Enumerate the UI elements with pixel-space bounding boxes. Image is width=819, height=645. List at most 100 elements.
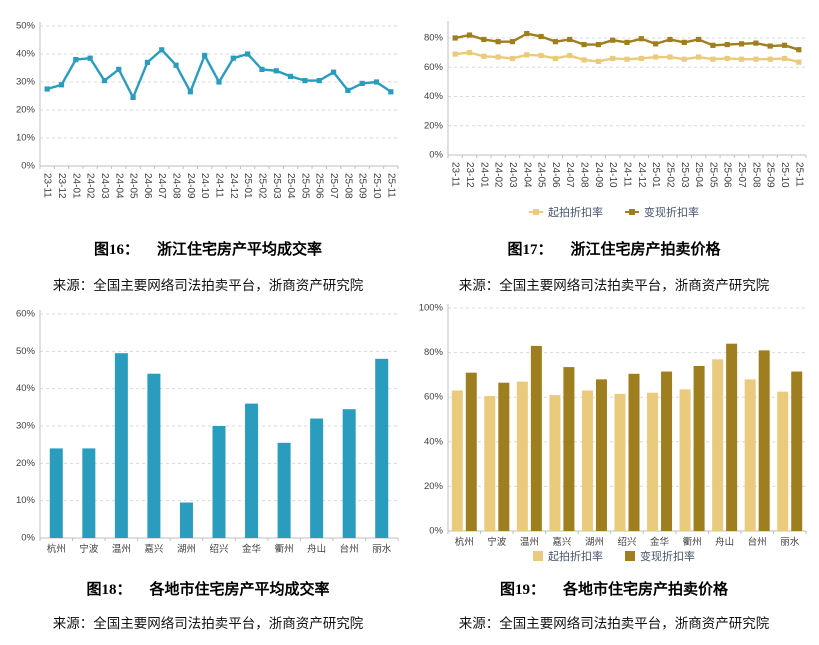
svg-text:台州: 台州 — [340, 543, 359, 555]
svg-text:60%: 60% — [424, 392, 444, 403]
svg-text:25-05: 25-05 — [299, 173, 310, 199]
svg-text:金华: 金华 — [650, 536, 670, 546]
svg-text:温州: 温州 — [520, 537, 539, 546]
svg-text:丽水: 丽水 — [780, 536, 800, 546]
svg-text:湖州: 湖州 — [585, 537, 604, 546]
svg-text:24-12: 24-12 — [228, 173, 239, 199]
svg-text:80%: 80% — [424, 347, 444, 358]
svg-text:0%: 0% — [429, 526, 443, 537]
legend-label-starting-discount: 起拍折扣率 — [548, 207, 603, 219]
svg-text:25-10: 25-10 — [779, 162, 790, 188]
figure-19-label: 图19： — [499, 582, 545, 598]
svg-text:24-04: 24-04 — [521, 162, 532, 188]
svg-text:25-05: 25-05 — [707, 162, 718, 188]
svg-text:25-08: 25-08 — [750, 162, 761, 188]
figure-19-caption: 图19： 各地市住宅房产拍卖价格 — [412, 578, 816, 599]
svg-text:10%: 10% — [16, 133, 36, 144]
svg-text:25-11: 25-11 — [793, 162, 804, 187]
svg-text:23-12: 23-12 — [56, 173, 67, 199]
figure-18-caption: 图18： 各地市住宅房产平均成交率 — [8, 578, 408, 599]
svg-text:24-12: 24-12 — [636, 162, 647, 188]
svg-text:金华: 金华 — [242, 543, 262, 555]
svg-text:60%: 60% — [424, 62, 444, 73]
legend-label-starting-discount: 起拍折扣率 — [548, 551, 603, 563]
svg-text:温州: 温州 — [112, 544, 131, 555]
svg-text:20%: 20% — [16, 458, 36, 469]
svg-text:40%: 40% — [424, 91, 444, 102]
svg-text:24-03: 24-03 — [99, 173, 110, 199]
svg-text:24-04: 24-04 — [113, 173, 124, 199]
svg-text:湖州: 湖州 — [177, 544, 196, 555]
svg-text:25-10: 25-10 — [371, 173, 382, 199]
legend-item-starting-discount: 起拍折扣率 — [533, 548, 603, 564]
realized-discount-swatch-icon — [625, 551, 635, 561]
svg-text:30%: 30% — [16, 77, 36, 88]
svg-text:23-12: 23-12 — [464, 162, 475, 188]
svg-text:24-05: 24-05 — [536, 162, 547, 188]
svg-text:24-03: 24-03 — [507, 162, 518, 188]
legend-label-realized-discount: 变现折扣率 — [644, 207, 699, 219]
svg-text:台州: 台州 — [748, 536, 767, 546]
svg-text:25-06: 25-06 — [314, 173, 325, 199]
svg-text:0%: 0% — [21, 533, 35, 544]
svg-text:杭州: 杭州 — [455, 536, 474, 546]
svg-text:25-02: 25-02 — [664, 162, 675, 188]
figure-19-source: 来源：全国主要网络司法拍卖平台，浙商资产研究院 — [458, 616, 770, 631]
svg-text:舟山: 舟山 — [307, 543, 326, 555]
svg-text:24-07: 24-07 — [564, 162, 575, 188]
svg-text:绍兴: 绍兴 — [617, 536, 636, 546]
svg-text:丽水: 丽水 — [372, 543, 392, 555]
figure-17-source: 来源：全国主要网络司法拍卖平台，浙商资产研究院 — [458, 278, 770, 293]
figure-17-label: 图17： — [507, 242, 553, 258]
starting-discount-swatch-icon — [529, 209, 543, 215]
svg-text:25-06: 25-06 — [722, 162, 733, 188]
svg-text:40%: 40% — [16, 383, 36, 394]
svg-text:40%: 40% — [16, 49, 36, 60]
svg-text:80%: 80% — [424, 33, 444, 44]
svg-text:25-07: 25-07 — [736, 162, 747, 188]
svg-text:25-02: 25-02 — [256, 173, 267, 199]
svg-text:嘉兴: 嘉兴 — [552, 536, 571, 546]
zhejiang-transaction-rate-line-chart: 0%10%20%30%40%50%23-11 23-12 24-01 24-02 24-… — [16, 21, 399, 199]
legend-item-realized-discount: 变现折扣率 — [625, 204, 699, 220]
svg-text:20%: 20% — [16, 105, 36, 116]
city-auction-price-bar-chart: 0% 20% 40% 60% 80% 100% 杭州 宁波 温州 嘉兴 湖州 绍兴 金华 衢州 舟山 台州 丽水 — [419, 303, 807, 546]
svg-text:25-09: 25-09 — [357, 173, 368, 199]
svg-text:宁波: 宁波 — [487, 536, 507, 546]
figure-16-source: 来源：全国主要网络司法拍卖平台，浙商资产研究院 — [52, 278, 364, 293]
svg-text:25-04: 25-04 — [693, 162, 704, 188]
city-transaction-rate-bar-chart: 0% 10% 20% 30% 40% 50% 60% 杭州 宁波 温州 嘉兴 湖州 绍兴 金华 衢州 舟山 台州… — [16, 309, 399, 555]
svg-text:24-11: 24-11 — [622, 162, 633, 187]
svg-text:绍兴: 绍兴 — [209, 543, 228, 555]
svg-text:24-09: 24-09 — [593, 162, 604, 188]
svg-text:20%: 20% — [424, 120, 444, 131]
svg-text:24-08: 24-08 — [171, 173, 182, 199]
svg-text:23-11: 23-11 — [42, 173, 53, 198]
svg-text:衢州: 衢州 — [683, 536, 702, 546]
figure-17-chart-area: 0% 20% 40% 60% 80% 23-11 23-12 24-01 24-02 24-03 2… — [412, 8, 816, 220]
figure-16-caption: 图16： 浙江住宅房产平均成交率 — [8, 238, 408, 259]
figure-16-title: 浙江住宅房产平均成交率 — [157, 242, 323, 258]
svg-text:舟山: 舟山 — [715, 536, 734, 546]
svg-text:24-01: 24-01 — [478, 162, 489, 188]
figure-16-label: 图16： — [93, 242, 139, 258]
svg-text:24-10: 24-10 — [199, 173, 210, 199]
svg-text:24-09: 24-09 — [185, 173, 196, 199]
svg-text:24-06: 24-06 — [550, 162, 561, 188]
svg-text:衢州: 衢州 — [275, 543, 294, 555]
svg-text:24-06: 24-06 — [142, 173, 153, 199]
svg-text:10%: 10% — [16, 495, 36, 506]
svg-text:20%: 20% — [424, 481, 444, 492]
figure-19-chart-area: 0% 20% 40% 60% 80% 100% 杭州 宁波 温州 嘉兴 湖州 绍兴 金华 衢州 舟山 台州 丽水… — [412, 294, 816, 564]
figure-18-chart-area: 0% 10% 20% 30% 40% 50% 60% 杭州 宁波 温州 嘉兴 湖州 绍兴 金华 衢州 舟山 台州… — [8, 300, 408, 556]
figure-16-chart-area: 0% 10% 20% 30% 40% 50% 23-11 23-12 24-01 24-02 24-… — [8, 8, 408, 223]
starting-discount-swatch-icon — [533, 551, 543, 561]
svg-text:25-04: 25-04 — [285, 173, 296, 199]
svg-text:50%: 50% — [16, 21, 36, 32]
figure-17-legend: 起拍折扣率 变现折扣率 — [412, 204, 816, 220]
figure-17-title: 浙江住宅房产拍卖价格 — [570, 242, 721, 258]
figure-18-label: 图18： — [86, 582, 132, 598]
svg-text:24-08: 24-08 — [579, 162, 590, 188]
figure-19-title: 各地市住宅房产拍卖价格 — [563, 582, 729, 598]
